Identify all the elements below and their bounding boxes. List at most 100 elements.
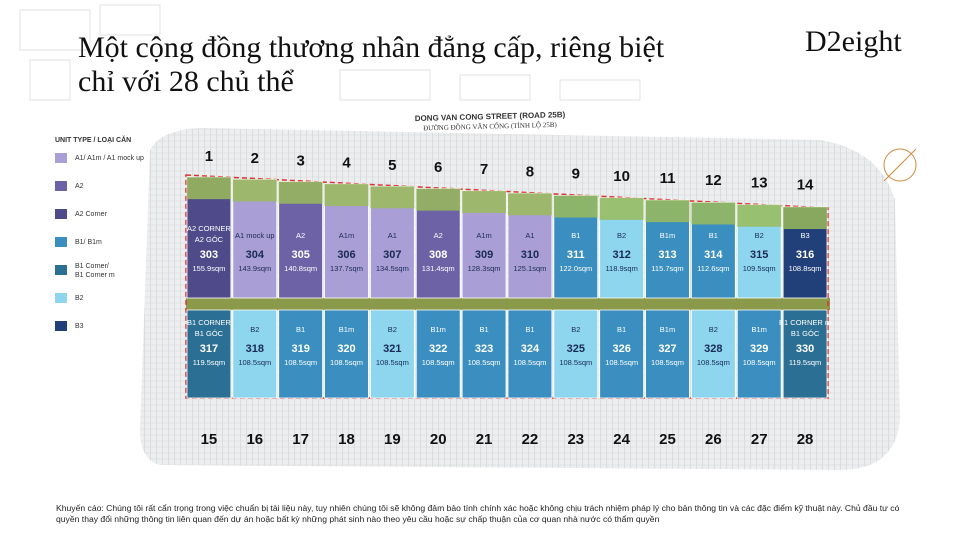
unit-code: 318 <box>246 343 264 355</box>
unit-number: 15 <box>201 431 218 448</box>
unit <box>324 309 369 399</box>
unit-type: B1m <box>339 325 354 334</box>
unit-number: 21 <box>476 431 493 448</box>
unit-number: 3 <box>296 152 304 169</box>
unit-type: B1m <box>431 325 446 334</box>
unit-code: 323 <box>475 343 493 355</box>
unit-type: B2 <box>571 325 580 334</box>
unit-code: 315 <box>750 249 768 261</box>
unit <box>782 309 828 399</box>
unit-area: 134.5sqm <box>376 264 409 273</box>
legend-label: B1 Corner/ <box>75 263 109 270</box>
unit-type: B1 <box>296 325 305 334</box>
legend-swatch <box>55 265 67 275</box>
unit <box>736 309 782 399</box>
unit-type: B1 GÓC <box>195 329 224 338</box>
street-name: DONG VAN CONG STREET (ROAD 25B) <box>415 110 566 123</box>
unit-number: 4 <box>342 155 351 172</box>
unit <box>415 309 461 399</box>
unit-type: A1m <box>339 231 354 240</box>
title-line: Một cộng đồng thương nhân đẳng cấp, riên… <box>78 31 665 64</box>
unit-type: B2 <box>617 231 626 240</box>
unit <box>278 309 323 399</box>
unit-number: 25 <box>659 431 676 448</box>
unit-roof <box>691 202 736 225</box>
unit-area: 119.5sqm <box>789 358 821 367</box>
unit-roof <box>370 186 415 209</box>
unit-area: 108.5sqm <box>513 358 546 367</box>
unit-code: 330 <box>796 343 814 355</box>
unit-type: B3 <box>800 231 809 240</box>
unit-type: A1m <box>476 231 491 240</box>
unit-area: 108.8sqm <box>789 264 822 273</box>
unit-type: A1 <box>388 231 397 240</box>
unit-code: 322 <box>429 343 447 355</box>
unit-type: B2 <box>388 325 397 334</box>
unit-code: 314 <box>704 249 723 261</box>
legend-swatch <box>55 181 67 191</box>
title-line: chỉ với 28 chủ thể <box>78 65 295 98</box>
unit-area: 108.5sqm <box>743 358 776 367</box>
unit-type: B1 <box>525 325 534 334</box>
unit-area: 108.5sqm <box>651 358 684 367</box>
unit <box>370 309 415 399</box>
unit <box>232 309 278 399</box>
unit-roof <box>645 200 690 223</box>
unit-type: B1 CORNER <box>187 318 231 327</box>
unit-code: 303 <box>200 249 218 261</box>
unit-number: 17 <box>292 431 309 448</box>
unit-number: 23 <box>567 431 584 448</box>
unit-area: 115.7sqm <box>651 264 683 273</box>
boundary <box>185 174 829 399</box>
unit-area: 112.6sqm <box>697 264 729 273</box>
unit-roof <box>462 190 506 213</box>
legend-label: B3 <box>75 323 84 330</box>
compass <box>883 148 917 182</box>
unit-number: 11 <box>660 170 676 187</box>
unit-type: B1 CORNER m <box>779 318 831 327</box>
legend-label: A1/ A1m / A1 mock up <box>75 155 144 162</box>
unit-number: 7 <box>480 161 488 178</box>
unit-roof <box>553 195 598 218</box>
unit-number: 5 <box>388 157 396 174</box>
unit-type: B1m <box>660 231 675 240</box>
unit-code: 310 <box>521 249 539 261</box>
legend-heading: UNIT TYPE / LOẠI CĂN <box>55 135 131 144</box>
unit-type: B1m <box>660 325 675 334</box>
unit-roof <box>232 179 277 202</box>
unit-type: B2 <box>250 325 259 334</box>
unit-type: A2 <box>434 231 443 240</box>
unit <box>553 309 599 399</box>
legend-swatch <box>55 321 67 331</box>
unit-roof <box>599 197 644 220</box>
unit-number: 6 <box>434 159 442 176</box>
unit-roof <box>783 207 827 230</box>
unit-area: 131.4sqm <box>422 264 455 273</box>
unit-area: 118.9sqm <box>605 264 637 273</box>
unit-area: 155.9sqm <box>192 264 225 273</box>
unit-code: 329 <box>750 343 768 355</box>
unit-area: 108.5sqm <box>330 358 363 367</box>
unit-number: 8 <box>526 163 534 180</box>
unit-number: 14 <box>797 177 814 194</box>
unit-area: 108.5sqm <box>422 358 455 367</box>
unit-code: 324 <box>521 343 540 355</box>
unit-roof <box>416 188 461 211</box>
unit-area: 108.5sqm <box>559 358 592 367</box>
unit-number: 20 <box>430 431 447 448</box>
legend-label: B1 Corner m <box>75 272 115 279</box>
walkway <box>186 298 830 310</box>
unit-code: 319 <box>291 343 309 355</box>
unit-type: B1 <box>479 325 488 334</box>
unit-number: 26 <box>705 431 722 448</box>
unit-number: 24 <box>613 431 630 448</box>
unit-type: A2 GÓC <box>195 235 224 244</box>
unit-number: 9 <box>572 166 580 183</box>
unit-area: 143.9sqm <box>238 264 271 273</box>
unit-area: 108.5sqm <box>284 358 317 367</box>
unit-code: 313 <box>658 249 676 261</box>
unit-type: B1 <box>709 231 718 240</box>
unit-code: 304 <box>246 249 265 261</box>
unit-area: 108.5sqm <box>468 358 501 367</box>
